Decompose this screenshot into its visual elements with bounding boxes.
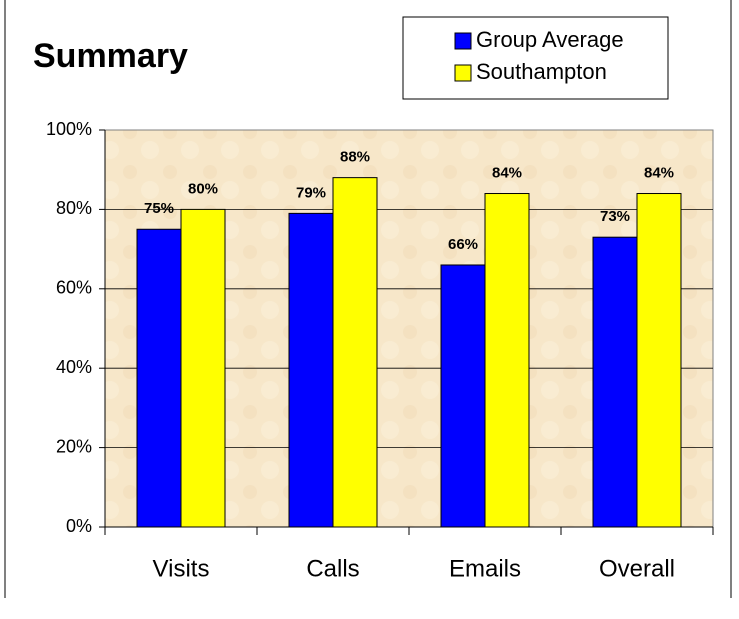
data-label: 75% [144,200,174,217]
data-label: 66% [448,236,478,253]
x-tick-label: Emails [449,555,521,582]
data-label: 84% [492,164,522,181]
legend [402,16,669,100]
bar [180,208,226,528]
data-label: 80% [188,180,218,197]
bar [288,212,334,528]
data-label: 79% [296,184,326,201]
y-tick-label: 80% [56,198,92,218]
data-label: 73% [600,208,630,225]
y-tick-label: 60% [56,278,92,298]
bar [440,264,486,528]
data-label: 88% [340,149,370,166]
bar [484,193,530,528]
x-tick-label: Calls [306,555,359,582]
x-tick-label: Visits [153,555,210,582]
legend-swatch [454,64,472,82]
y-tick-label: 20% [56,436,92,456]
legend-label: Group Average [476,27,624,52]
bar [136,228,182,528]
y-tick-label: 40% [56,357,92,377]
legend-label: Southampton [476,59,607,84]
legend-swatch [454,32,472,50]
bar [592,236,638,528]
x-tick-label: Overall [599,555,675,582]
data-label: 84% [644,164,674,181]
bar [332,177,378,528]
y-tick-label: 0% [66,516,92,536]
y-tick-label: 100% [46,119,92,139]
chart-title: Summary [33,37,188,75]
bar [636,193,682,528]
